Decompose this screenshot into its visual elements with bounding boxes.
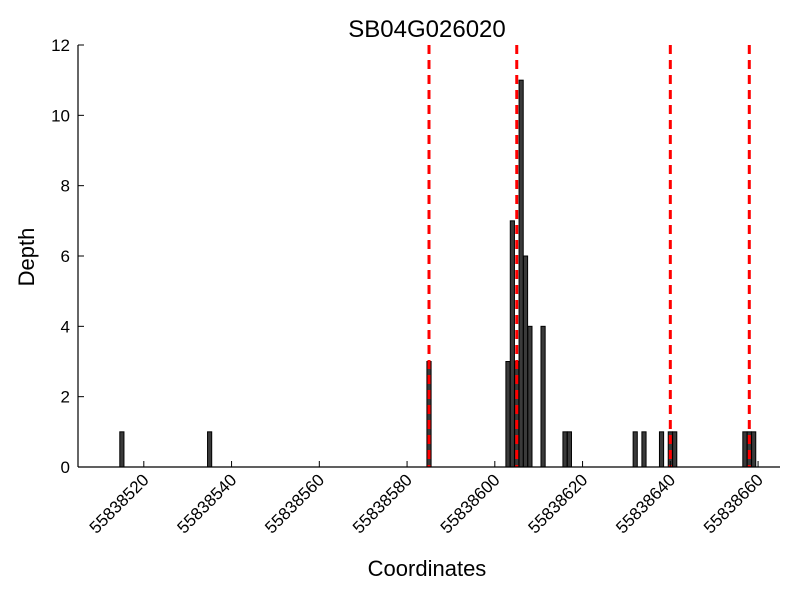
y-axis-title: Depth <box>14 228 39 287</box>
depth-bar-12 <box>566 431 572 468</box>
depth-bar-1 <box>119 431 125 468</box>
x-tick-label: 55838580 <box>349 470 416 537</box>
y-tick-label: 8 <box>61 177 70 196</box>
y-tick-label: 12 <box>51 36 70 55</box>
depth-bar-14 <box>641 431 647 468</box>
y-tick-label: 6 <box>61 247 70 266</box>
bars-layer <box>119 79 757 468</box>
depth-bar-20 <box>751 431 757 468</box>
x-tick-label: 55838620 <box>524 470 591 537</box>
x-tick-label: 55838660 <box>700 470 767 537</box>
y-tick-label: 10 <box>51 106 70 125</box>
x-axis-title: Coordinates <box>368 556 487 581</box>
x-tick-label: 55838520 <box>86 470 153 537</box>
x-tick-label: 55838540 <box>173 470 240 537</box>
depth-bar-4 <box>505 361 511 468</box>
y-tick-label: 4 <box>61 317 70 336</box>
y-tick-label: 2 <box>61 388 70 407</box>
depth-bar-17 <box>672 431 678 468</box>
depth-bar-5 <box>509 220 515 468</box>
depth-bar-13 <box>632 431 638 468</box>
x-tick-label: 55838640 <box>612 470 679 537</box>
y-tick-label: 0 <box>61 458 70 477</box>
depth-bar-15 <box>658 431 665 468</box>
depth-bar-18 <box>742 431 748 468</box>
chart-title: SB04G026020 <box>348 16 505 43</box>
depth-bar-11 <box>562 431 568 468</box>
depth-bar-7 <box>518 79 524 468</box>
depth-bar-9 <box>527 325 533 468</box>
depth-bar-8 <box>522 255 529 468</box>
x-tick-label: 55838560 <box>261 470 328 537</box>
x-tick-label: 55838600 <box>437 470 504 537</box>
depth-bar-2 <box>207 431 213 468</box>
depth-bar-10 <box>540 325 546 468</box>
marker-lines-layer <box>427 45 751 467</box>
